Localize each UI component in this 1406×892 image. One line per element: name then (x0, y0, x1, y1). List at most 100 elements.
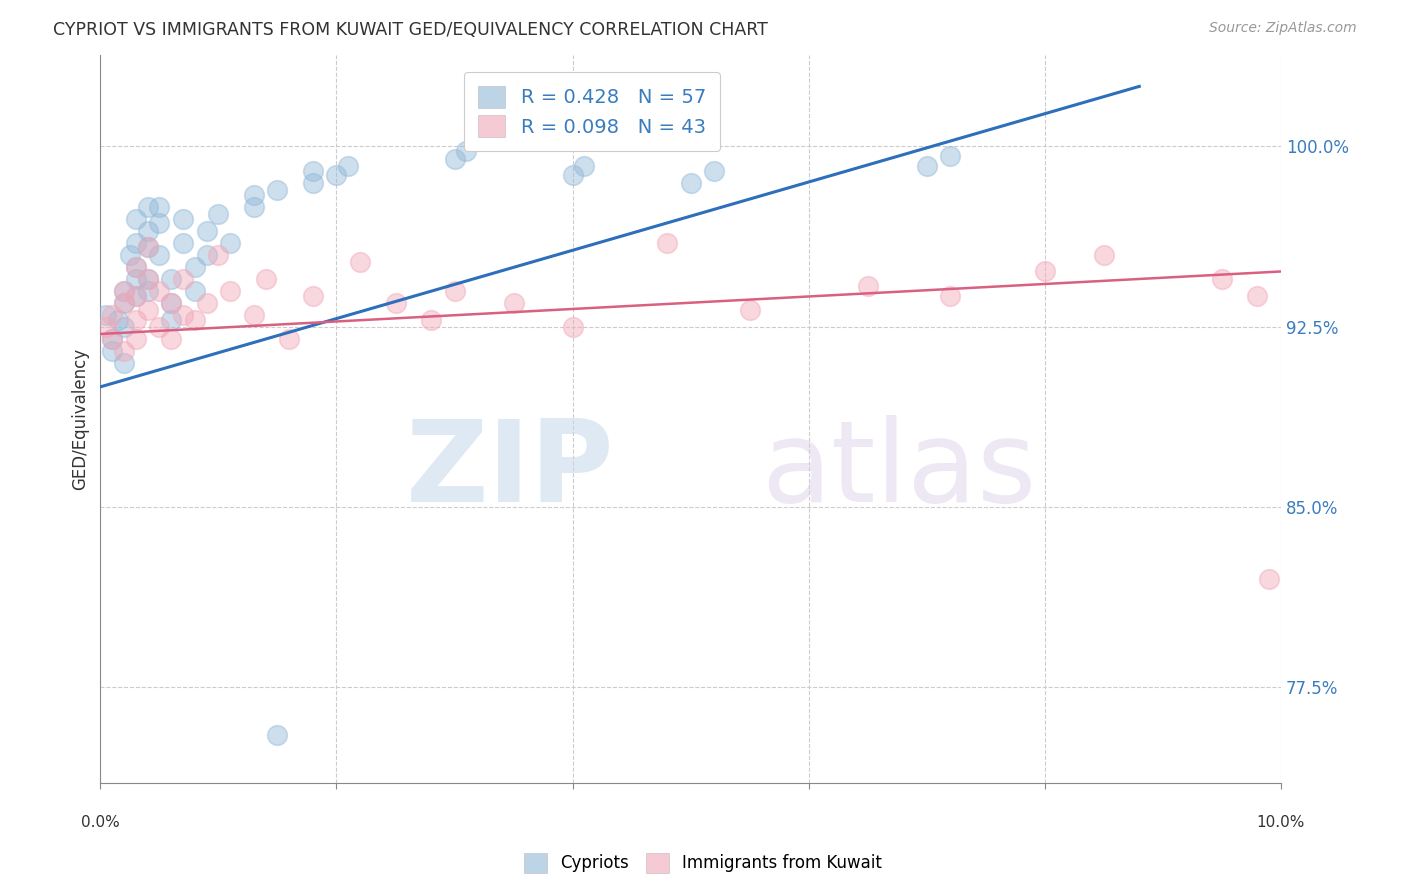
Text: 10.0%: 10.0% (1257, 814, 1305, 830)
Point (443, 284, 465, 298)
Point (184, 312, 207, 326)
Point (243, 187, 266, 202)
Text: 0.0%: 0.0% (82, 814, 120, 830)
Point (703, 163, 725, 178)
Point (160, 295, 183, 310)
Point (574, 159, 596, 173)
Point (1033, 264, 1056, 278)
Point (266, 728, 288, 742)
Point (148, 319, 170, 334)
Point (96, 319, 118, 334)
Point (655, 235, 678, 250)
Text: atlas: atlas (762, 415, 1036, 525)
Point (96, 308, 118, 322)
Y-axis label: GED/Equivalency: GED/Equivalency (72, 348, 89, 491)
Point (207, 247, 229, 261)
Point (101, 308, 124, 322)
Point (254, 271, 277, 285)
Point (219, 235, 242, 250)
Point (1246, 288, 1268, 302)
Point (195, 295, 218, 310)
Point (1092, 247, 1115, 261)
Point (172, 308, 194, 322)
Point (561, 319, 583, 334)
Point (502, 295, 524, 310)
Point (738, 302, 761, 317)
Point (443, 152, 465, 166)
Point (148, 216, 170, 230)
Point (160, 271, 183, 285)
Point (136, 271, 159, 285)
Point (125, 288, 148, 302)
Point (148, 284, 170, 298)
Point (136, 284, 159, 298)
Point (172, 271, 194, 285)
Point (112, 284, 135, 298)
Legend: Cypriots, Immigrants from Kuwait: Cypriots, Immigrants from Kuwait (517, 847, 889, 880)
Point (112, 295, 135, 310)
Point (172, 235, 194, 250)
Point (107, 312, 129, 326)
Point (160, 295, 183, 310)
Point (337, 159, 360, 173)
Point (112, 356, 135, 370)
Point (136, 271, 159, 285)
Point (125, 312, 148, 326)
Point (112, 295, 135, 310)
Point (125, 288, 148, 302)
Point (243, 308, 266, 322)
Point (184, 284, 207, 298)
Point (915, 159, 938, 173)
Point (195, 247, 218, 261)
Point (101, 343, 124, 358)
Point (195, 224, 218, 238)
Point (1258, 572, 1281, 586)
Text: Source: ZipAtlas.com: Source: ZipAtlas.com (1209, 21, 1357, 36)
Point (112, 284, 135, 298)
Point (125, 235, 148, 250)
Point (136, 302, 159, 317)
Point (384, 295, 406, 310)
Point (219, 284, 242, 298)
Point (136, 240, 159, 254)
Point (148, 247, 170, 261)
Point (1211, 271, 1233, 285)
Text: ZIP: ZIP (405, 415, 614, 525)
Point (939, 288, 962, 302)
Point (456, 145, 478, 159)
Point (184, 260, 207, 274)
Point (679, 176, 702, 190)
Point (160, 312, 183, 326)
Point (125, 271, 148, 285)
Point (561, 169, 583, 183)
Point (125, 332, 148, 346)
Point (118, 247, 141, 261)
Point (112, 319, 135, 334)
Point (856, 279, 879, 293)
Point (325, 169, 347, 183)
Point (302, 288, 325, 302)
Point (148, 200, 170, 214)
Point (172, 211, 194, 226)
Point (349, 255, 371, 269)
Point (101, 332, 124, 346)
Point (243, 200, 266, 214)
Point (419, 312, 441, 326)
Point (136, 200, 159, 214)
Point (278, 332, 301, 346)
Text: CYPRIOT VS IMMIGRANTS FROM KUWAIT GED/EQUIVALENCY CORRELATION CHART: CYPRIOT VS IMMIGRANTS FROM KUWAIT GED/EQ… (53, 21, 768, 39)
Point (160, 332, 183, 346)
Point (125, 260, 148, 274)
Point (302, 163, 325, 178)
Point (136, 224, 159, 238)
Point (125, 211, 148, 226)
Point (266, 183, 288, 197)
Point (112, 343, 135, 358)
Point (302, 176, 325, 190)
Point (125, 260, 148, 274)
Legend: R = 0.428   N = 57, R = 0.098   N = 43: R = 0.428 N = 57, R = 0.098 N = 43 (464, 72, 720, 151)
Point (101, 332, 124, 346)
Point (207, 207, 229, 221)
Point (136, 240, 159, 254)
Point (939, 149, 962, 163)
